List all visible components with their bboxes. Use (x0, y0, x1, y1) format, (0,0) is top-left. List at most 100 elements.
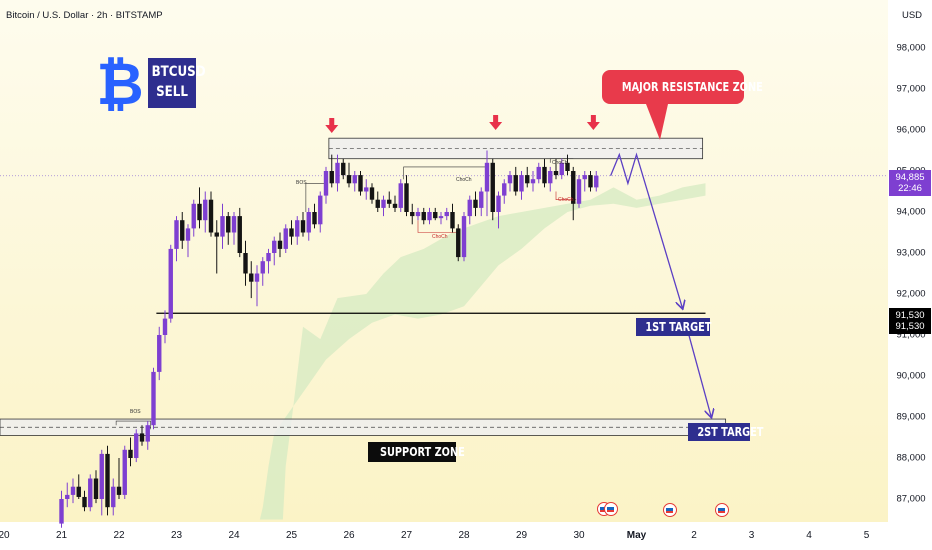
y-tick-label: 90,000 (896, 370, 926, 382)
candle-body (203, 199, 208, 221)
candle-body (93, 478, 99, 499)
x-tick-label: 30 (573, 530, 585, 541)
candle-body (375, 199, 380, 208)
candle-body (122, 449, 127, 495)
candle (70, 478, 76, 504)
candle-body (381, 199, 386, 208)
candle (352, 171, 357, 192)
candle-body (300, 220, 306, 233)
bos-label-bottom: BOS (130, 409, 141, 415)
projection-path-second-leg (685, 326, 712, 417)
candle-body (559, 162, 564, 176)
candle-body (548, 171, 553, 184)
candle-body (473, 199, 478, 208)
candle-body (461, 216, 467, 258)
us-flag-event-icon-3[interactable] (663, 503, 677, 517)
second-target-label: 2ST TARGET (688, 423, 763, 441)
candle (594, 171, 599, 192)
candle (456, 224, 461, 262)
x-tick-label: 20 (0, 530, 10, 541)
candle (582, 171, 587, 192)
candle-body (507, 175, 513, 184)
candle (277, 232, 283, 258)
candle (467, 195, 472, 225)
time-scale-background (0, 522, 888, 550)
candle-body (208, 199, 214, 233)
candle (254, 265, 260, 307)
us-flag-event-icon-2[interactable] (604, 502, 618, 516)
candle (116, 458, 122, 499)
us-flag-event-icon-4[interactable] (715, 503, 729, 517)
candle (358, 171, 363, 196)
candle (364, 179, 369, 200)
x-tick-label: 28 (458, 530, 470, 541)
candle (392, 195, 398, 212)
candle-body (594, 175, 599, 188)
candle-body (490, 162, 495, 212)
candle-body (352, 175, 357, 184)
candle-body (168, 248, 173, 319)
choch-label-1: ChoCh (456, 177, 472, 183)
y-tick-label: 97,000 (896, 83, 926, 95)
candle-body (157, 335, 162, 372)
y-tick-label: 94,000 (896, 206, 926, 218)
candle-body (226, 216, 231, 233)
candle-body (456, 228, 461, 258)
candle-body (105, 453, 110, 508)
candle-body (421, 212, 426, 221)
candle (197, 187, 202, 229)
sell-badge-action: SELL (156, 84, 188, 100)
candle-body (433, 212, 438, 219)
candle (151, 367, 156, 430)
candle-body (410, 212, 415, 217)
candle (519, 171, 524, 200)
candle (530, 171, 536, 192)
candle-body (513, 175, 518, 192)
candle (220, 203, 225, 249)
bos-line-bottom (115, 420, 151, 430)
candle (398, 179, 403, 212)
candle (323, 166, 329, 204)
candle (438, 212, 444, 225)
down-arrow-icon (489, 115, 503, 130)
choch-label-2: ChoCh (432, 234, 448, 240)
y-tick-label: 88,000 (896, 452, 926, 464)
candle-body (444, 212, 449, 217)
candle-body (536, 166, 541, 180)
candle-body (329, 171, 334, 184)
candle (88, 474, 93, 512)
candle-body (318, 195, 323, 225)
candle (381, 195, 386, 217)
y-tick-label: 89,000 (896, 411, 926, 423)
candle (266, 248, 271, 274)
major-resistance-label: MAJOR RESISTANCE ZONE (602, 70, 763, 104)
y-tick-label: 96,000 (896, 124, 926, 136)
x-tick-label: 2 (691, 530, 697, 541)
x-tick-label: 26 (343, 530, 355, 541)
candle-body (151, 371, 156, 426)
first-target-label: 1ST TARGET (636, 318, 711, 336)
support-zone-text: SUPPORT ZONE (379, 444, 465, 459)
candle-body (295, 220, 300, 237)
candle (65, 482, 70, 508)
candle-body (76, 486, 81, 497)
candle (346, 162, 352, 188)
bos-line-top (305, 183, 326, 212)
candle (576, 175, 582, 208)
candle (553, 158, 559, 180)
candle-body (191, 203, 196, 229)
current-price-value: 94,885 (895, 172, 925, 183)
candle (134, 429, 139, 463)
candle (99, 449, 104, 516)
candle-body (214, 232, 219, 237)
currency-label[interactable]: USD (901, 10, 923, 21)
candle (433, 207, 438, 221)
candle-body (306, 212, 311, 233)
target-price-badge: 91,530 91,530 (889, 308, 931, 334)
candle-body (576, 179, 582, 204)
candle-body (398, 183, 403, 208)
candle-body (162, 318, 168, 335)
candle-body (450, 212, 455, 229)
candle-body (364, 187, 369, 192)
